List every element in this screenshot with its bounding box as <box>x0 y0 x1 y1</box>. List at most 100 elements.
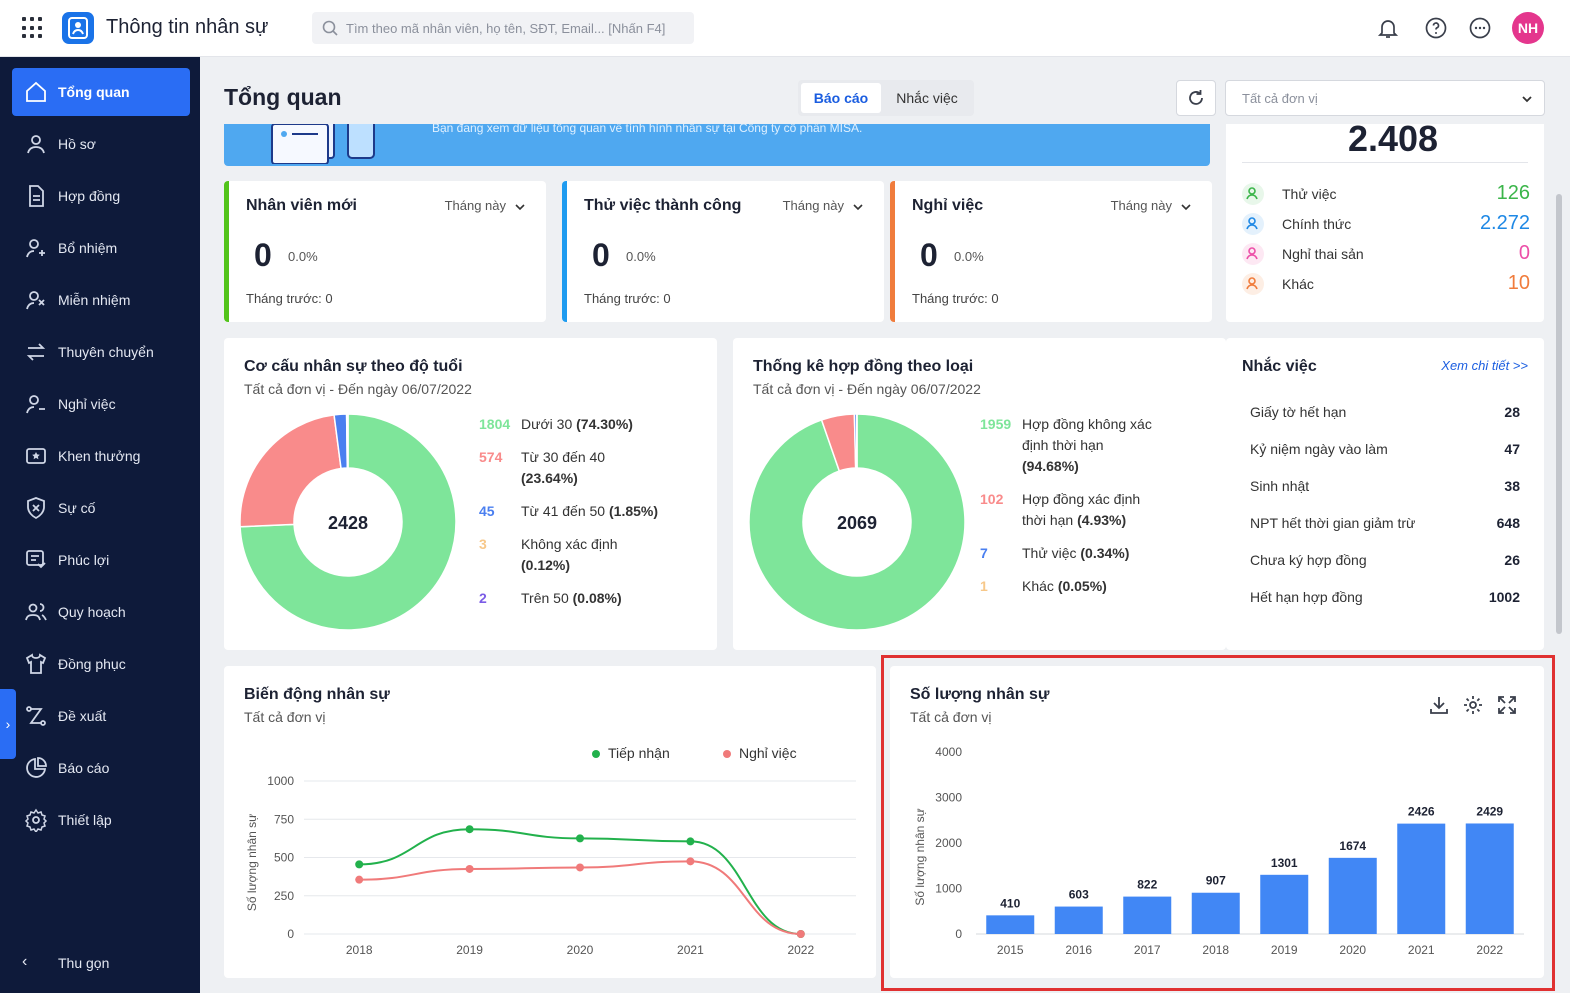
sidebar-item-12[interactable]: Đồng phục <box>12 640 190 688</box>
sidebar-item-11[interactable]: Quy hoạch <box>12 588 190 636</box>
legend-label: Hợp đồng xác định thời hạn (4.93%) <box>1022 489 1152 531</box>
page-scrollbar[interactable] <box>1556 194 1562 634</box>
sidebar-item-15[interactable]: Thiết lập <box>12 796 190 844</box>
legend-text: Hợp đồng xác định thời hạn <box>1022 491 1141 528</box>
refresh-button[interactable] <box>1176 80 1216 116</box>
app-grid-icon[interactable] <box>22 17 44 39</box>
age-slice-5[interactable] <box>346 413 349 469</box>
sidebar-item-label: Quy hoạch <box>58 604 126 620</box>
data-point[interactable] <box>576 834 584 843</box>
data-point[interactable] <box>686 837 695 846</box>
sidebar-item-5[interactable]: Miễn nhiệm <box>12 276 190 324</box>
age-slice-1[interactable] <box>239 413 457 631</box>
sidebar-item-8[interactable]: Khen thưởng <box>12 432 190 480</box>
benefit-icon <box>26 550 46 569</box>
top-bar: Thông tin nhân sự NH <box>0 0 1570 57</box>
tab-report[interactable]: Báo cáo <box>801 83 881 113</box>
expand-icon[interactable] <box>1496 694 1518 716</box>
reminder-row[interactable]: Giấy tờ hết hạn 28 <box>1250 404 1520 420</box>
reminder-row[interactable]: NPT hết thời gian giảm trừ 648 <box>1250 515 1520 531</box>
unit-select[interactable]: Tất cả đơn vị <box>1225 80 1545 116</box>
help-icon[interactable] <box>1424 16 1448 40</box>
view-details-link[interactable]: Xem chi tiết >> <box>1441 358 1528 373</box>
sidebar-item-7[interactable]: Nghỉ việc <box>12 380 190 428</box>
bar-2017[interactable] <box>1123 896 1172 934</box>
contract-slice-1[interactable] <box>748 413 966 631</box>
legend-percent: (0.05%) <box>1057 578 1107 594</box>
sidebar-item-14[interactable]: Báo cáo <box>12 744 190 792</box>
sidebar-item-2[interactable]: Hồ sơ <box>12 120 190 168</box>
legend-label[interactable]: Tiếp nhận <box>608 745 670 761</box>
sidebar-item-3[interactable]: Hợp đồng <box>12 172 190 220</box>
sidebar-item-13[interactable]: Đề xuất <box>12 692 190 740</box>
maternity-icon <box>1242 243 1264 265</box>
award-icon <box>26 448 46 464</box>
data-point[interactable] <box>465 825 474 834</box>
data-point[interactable] <box>796 930 805 938</box>
age-chart-subtitle: Tất cả đơn vị - Đến ngày 06/07/2022 <box>244 381 472 397</box>
staff-movement-line-chart: 0 250 500 750 1000 2018 2019 2020 2021 2022 Số lượ… <box>245 745 856 957</box>
stat-title: Nhân viên mới <box>246 197 357 214</box>
period-dropdown[interactable]: Tháng này <box>1111 198 1192 213</box>
bar-2015[interactable] <box>986 915 1035 934</box>
legend-percent: (94.68%) <box>1022 458 1079 474</box>
bell-icon[interactable] <box>1376 16 1400 40</box>
reminder-label: Giấy tờ hết hạn <box>1250 404 1347 420</box>
reminder-label: Kỷ niệm ngày vào làm <box>1250 441 1388 457</box>
bar-2022[interactable] <box>1465 823 1514 934</box>
series-line-1 <box>359 828 801 935</box>
reminder-row[interactable]: Chưa ký hợp đồng 26 <box>1250 552 1520 568</box>
sidebar-item-1[interactable]: Tổng quan <box>12 68 190 116</box>
reminder-row[interactable]: Hết hạn hợp đồng 1002 <box>1250 589 1520 605</box>
y-axis-label: Số lượng nhân sự <box>245 814 259 911</box>
bar-2019[interactable] <box>1260 874 1309 934</box>
document-icon <box>29 185 44 207</box>
age-structure-card: Cơ cấu nhân sự theo độ tuổi Tất cả đơn v… <box>224 338 717 650</box>
bar-value-label: 410 <box>1000 896 1020 910</box>
data-point[interactable] <box>465 864 474 873</box>
bar-2016[interactable] <box>1054 906 1103 934</box>
download-icon[interactable] <box>1428 694 1450 716</box>
age-slice-2[interactable] <box>239 414 342 528</box>
reminder-row[interactable]: Sinh nhật 38 <box>1250 478 1520 494</box>
period-dropdown[interactable]: Tháng này <box>783 198 864 213</box>
legend-label[interactable]: Nghỉ việc <box>739 745 797 761</box>
legend-count: 1959 <box>980 416 1012 432</box>
sidebar: Tổng quan Hồ sơ Hợp đồng Bổ nhiệm Miễn nhiệm… <box>0 57 200 993</box>
bar-2020[interactable] <box>1328 857 1377 934</box>
expand-toggle-button[interactable]: › <box>0 689 16 759</box>
search-input[interactable] <box>346 12 690 44</box>
users-icon <box>25 603 47 621</box>
sidebar-item-6[interactable]: Thuyên chuyển <box>12 328 190 376</box>
tab-reminders[interactable]: Nhắc việc <box>896 90 958 106</box>
chevron-down-icon <box>515 203 525 210</box>
sidebar-item-9[interactable]: Sự cố <box>12 484 190 532</box>
search-box[interactable] <box>312 12 694 44</box>
y-tick-label: 250 <box>274 889 294 903</box>
bar-2021[interactable] <box>1397 823 1446 934</box>
settings-gear-icon[interactable] <box>1462 694 1484 716</box>
gear-icon <box>24 808 48 832</box>
avatar[interactable]: NH <box>1512 12 1544 44</box>
sidebar-item-10[interactable]: Phúc lợi <box>12 536 190 584</box>
reminder-label: NPT hết thời gian giảm trừ <box>1250 515 1416 531</box>
bar-2018[interactable] <box>1191 892 1240 934</box>
contract-type-card: Thống kê hợp đồng theo loại Tất cả đơn v… <box>733 338 1226 650</box>
reminders-title: Nhắc việc <box>1242 358 1317 375</box>
period-dropdown[interactable]: Tháng này <box>445 198 526 213</box>
reminder-row[interactable]: Kỷ niệm ngày vào làm 47 <box>1250 441 1520 457</box>
legend-label: Thử việc (0.34%) <box>1022 543 1152 564</box>
bar-value-label: 1301 <box>1271 856 1298 870</box>
stat-card-3: Nghỉ việc Tháng này 0 0.0% Tháng trước: 0 <box>890 181 1212 322</box>
collapse-sidebar-button[interactable]: ‹ Thu gọn <box>22 953 110 971</box>
more-icon[interactable] <box>1468 16 1492 40</box>
y-axis-label: Số lượng nhân sự <box>913 808 927 905</box>
data-point[interactable] <box>576 863 584 872</box>
legend-label: Dưới 30 (74.30%) <box>521 414 661 435</box>
x-tick-label: 2020 <box>567 943 594 957</box>
sidebar-item-4[interactable]: Bổ nhiệm <box>12 224 190 272</box>
data-point[interactable] <box>686 857 695 866</box>
data-point[interactable] <box>355 875 364 884</box>
data-point[interactable] <box>355 860 364 869</box>
legend-count: 102 <box>980 491 1004 507</box>
